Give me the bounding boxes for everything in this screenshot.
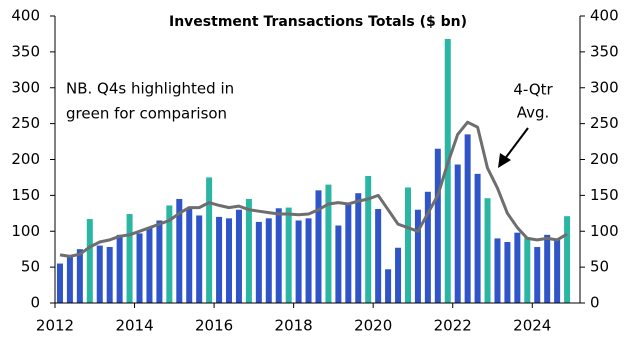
bar	[156, 220, 163, 303]
bar	[514, 232, 521, 303]
bar	[474, 173, 481, 303]
bar	[86, 219, 93, 303]
y-tick-label: 300	[11, 78, 40, 96]
y2-tick-label: 50	[590, 258, 609, 276]
bar	[534, 247, 541, 303]
y2-tick-label: 250	[590, 114, 619, 132]
x-tick-label: 2022	[434, 317, 472, 335]
bar	[434, 148, 441, 303]
y2-tick-label: 300	[590, 78, 619, 96]
x-tick-label: 2018	[275, 317, 313, 335]
bar	[335, 225, 342, 303]
bar	[295, 220, 302, 303]
x-tick-label: 2014	[115, 317, 153, 335]
bar	[235, 209, 242, 303]
y2-tick-label: 350	[590, 42, 619, 60]
bar	[444, 38, 451, 304]
bar	[76, 249, 83, 303]
annotation: green for comparison	[66, 105, 227, 123]
bar	[454, 164, 461, 303]
bar	[564, 216, 571, 303]
bar	[414, 209, 421, 303]
bar	[146, 227, 153, 303]
y-tick-label: 150	[11, 186, 40, 204]
bar	[424, 191, 431, 303]
bar	[265, 218, 272, 303]
bar	[325, 184, 332, 303]
y2-tick-label: 150	[590, 186, 619, 204]
bar	[186, 207, 193, 303]
x-tick-label: 2012	[36, 317, 74, 335]
y2-tick-label: 200	[590, 150, 619, 168]
bar	[226, 218, 233, 303]
bar	[166, 205, 173, 303]
bar	[385, 269, 392, 303]
bar	[395, 247, 402, 303]
y-tick-label: 200	[11, 150, 40, 168]
bar	[96, 245, 103, 303]
bar	[206, 177, 213, 303]
annotation: 4-Qtr	[513, 81, 553, 99]
bar	[375, 209, 382, 303]
bar	[245, 198, 252, 303]
bar	[464, 134, 471, 303]
x-tick-label: 2020	[354, 317, 392, 335]
x-tick-label: 2016	[195, 317, 233, 335]
bar	[255, 221, 262, 303]
bar	[365, 176, 372, 303]
avg-line	[59, 120, 568, 258]
arrow	[498, 127, 529, 168]
bar	[554, 238, 561, 303]
bar	[345, 204, 352, 303]
bar	[484, 198, 491, 303]
bar	[285, 207, 292, 303]
bar	[176, 198, 183, 303]
y-tick-label: 0	[30, 294, 40, 312]
bar	[355, 193, 362, 303]
bar	[136, 233, 143, 303]
bar	[116, 234, 123, 303]
x-tick-label: 2024	[513, 317, 551, 335]
annotation: NB. Q4s highlighted in	[66, 80, 234, 98]
bar	[404, 187, 411, 303]
y2-tick-label: 400	[590, 7, 619, 25]
bar	[524, 236, 531, 303]
bar	[56, 263, 63, 303]
chart-title: Investment Transactions Totals ($ bn)	[169, 14, 467, 30]
y2-tick-label: 0	[590, 294, 600, 312]
bar	[315, 190, 322, 303]
bar	[275, 208, 282, 303]
bar	[494, 238, 501, 303]
bar	[504, 242, 511, 303]
y-tick-label: 50	[21, 258, 40, 276]
y-tick-label: 400	[11, 7, 40, 25]
bar	[126, 214, 133, 303]
y-tick-label: 250	[11, 114, 40, 132]
bar	[216, 216, 223, 303]
annotation: Avg.	[517, 104, 550, 122]
bar	[544, 234, 551, 303]
bar	[66, 256, 73, 303]
y-tick-label: 350	[11, 42, 40, 60]
y2-tick-label: 100	[590, 222, 619, 240]
bar	[305, 218, 312, 303]
bar	[196, 215, 203, 303]
bar	[106, 247, 113, 303]
y-tick-label: 100	[11, 222, 40, 240]
